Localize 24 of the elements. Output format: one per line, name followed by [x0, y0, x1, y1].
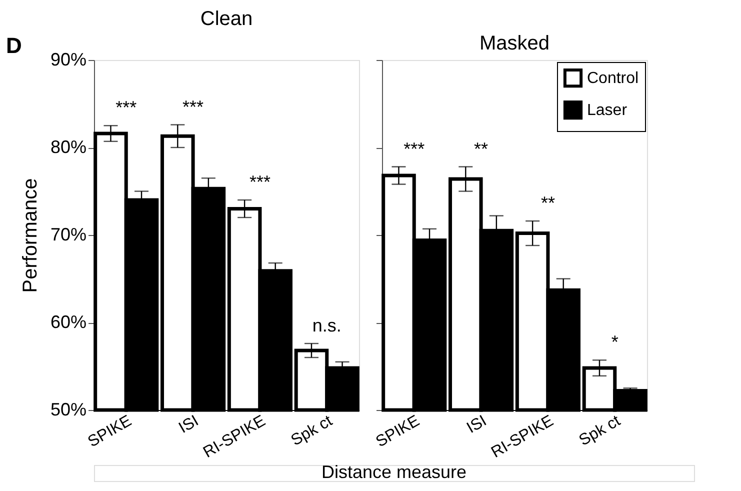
annotation: **: [540, 193, 555, 213]
chart-title: Clean: [200, 8, 253, 30]
y-tick-label: 70%: [50, 224, 86, 244]
y-tick-label: 90%: [50, 50, 86, 70]
chart-title: Masked: [479, 32, 550, 54]
text: D: [6, 33, 22, 58]
legend-label: Laser: [587, 102, 628, 119]
annotation: ***: [182, 96, 204, 117]
y-axis-title: Performance: [19, 178, 42, 293]
y-tick-label: 80%: [50, 137, 86, 157]
annotation: ***: [249, 172, 270, 192]
legend-label: Control: [587, 70, 639, 87]
annotation: *: [611, 332, 618, 352]
x-tick-label: ISI: [176, 412, 202, 438]
x-tick-label: Spk ct: [576, 412, 624, 450]
y-tick-label: 60%: [50, 312, 86, 332]
annotation: ***: [116, 98, 137, 118]
annotation: **: [474, 138, 488, 159]
annotation: ***: [404, 138, 425, 159]
x-tick-label: ISI: [464, 412, 490, 438]
annotation: n.s.: [312, 316, 342, 336]
x-axis-title: Distance measure: [321, 462, 467, 482]
y-tick-label: 50%: [50, 400, 86, 420]
x-tick-label: Spk ct: [288, 412, 336, 450]
